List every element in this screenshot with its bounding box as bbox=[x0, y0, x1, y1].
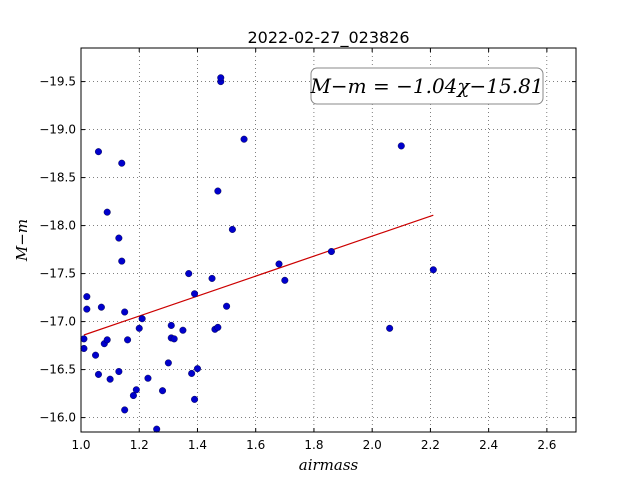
data-point bbox=[153, 425, 161, 433]
fit-equation: M−m = −1.04χ−15.81 bbox=[309, 74, 543, 98]
data-point bbox=[83, 293, 91, 301]
data-points bbox=[80, 74, 437, 433]
data-point bbox=[429, 266, 437, 274]
axis-ticks: 1.0 1.2 1.4 1.6 1.8 2.0 2.2 2.4 2.6 −16.0 −16.5 −17… bbox=[39, 48, 576, 452]
data-point bbox=[185, 270, 193, 278]
data-point bbox=[159, 387, 167, 395]
data-point bbox=[214, 323, 222, 331]
data-point bbox=[327, 248, 335, 256]
x-tick-label: 1.4 bbox=[188, 438, 207, 452]
data-point bbox=[80, 344, 88, 352]
y-tick-label: −19.5 bbox=[39, 75, 76, 89]
data-point bbox=[193, 365, 201, 373]
data-point bbox=[167, 321, 175, 329]
data-point bbox=[223, 302, 231, 310]
x-tick-label: 1.2 bbox=[130, 438, 149, 452]
data-point bbox=[214, 187, 222, 195]
data-point bbox=[164, 359, 172, 367]
data-point bbox=[115, 234, 123, 242]
fit-line-group bbox=[83, 214, 434, 336]
data-point bbox=[170, 335, 178, 343]
data-point bbox=[281, 276, 289, 284]
data-point bbox=[115, 368, 123, 376]
data-point bbox=[132, 386, 140, 394]
data-point bbox=[217, 74, 225, 82]
x-tick-label: 2.2 bbox=[421, 438, 440, 452]
x-tick-label: 2.6 bbox=[537, 438, 556, 452]
data-point bbox=[397, 142, 405, 150]
y-axis-label: M−m bbox=[13, 219, 31, 262]
data-point bbox=[240, 135, 248, 143]
grid bbox=[80, 48, 576, 432]
y-tick-label: −19.0 bbox=[39, 123, 76, 137]
y-tick-label: −18.0 bbox=[39, 219, 76, 233]
y-tick-label: −16.5 bbox=[39, 363, 76, 377]
data-point bbox=[135, 324, 143, 332]
fit-line bbox=[83, 214, 434, 336]
data-point bbox=[103, 208, 111, 216]
data-point bbox=[144, 374, 152, 382]
data-point bbox=[80, 335, 88, 343]
x-tick-label: 1.8 bbox=[304, 438, 323, 452]
data-point bbox=[228, 225, 236, 233]
y-tick-label: −18.5 bbox=[39, 171, 76, 185]
data-point bbox=[138, 315, 146, 323]
data-point bbox=[275, 260, 283, 268]
x-axis-label: airmass bbox=[299, 456, 359, 474]
y-tick-label: −17.0 bbox=[39, 315, 76, 329]
data-point bbox=[121, 406, 129, 414]
y-tick-label: −17.5 bbox=[39, 267, 76, 281]
data-point bbox=[118, 257, 126, 265]
data-point bbox=[191, 290, 199, 298]
x-tick-label: 1.6 bbox=[246, 438, 265, 452]
data-point bbox=[129, 392, 137, 400]
x-tick-label: 1.0 bbox=[71, 438, 90, 452]
data-point bbox=[103, 336, 111, 344]
data-point bbox=[94, 370, 102, 378]
data-point bbox=[124, 336, 132, 344]
data-point bbox=[106, 375, 114, 383]
annotation-box bbox=[310, 67, 544, 105]
data-point bbox=[92, 351, 100, 359]
data-point bbox=[94, 148, 102, 156]
plot-frame bbox=[80, 47, 577, 433]
data-point bbox=[179, 326, 187, 334]
data-point bbox=[121, 308, 129, 316]
data-point bbox=[386, 324, 394, 332]
data-point bbox=[83, 305, 91, 313]
data-point bbox=[191, 395, 199, 403]
data-point bbox=[118, 159, 126, 167]
data-point bbox=[188, 369, 196, 377]
plot-area bbox=[81, 48, 576, 432]
x-tick-label: 2.4 bbox=[479, 438, 498, 452]
fit-annotation: M−m = −1.04χ−15.81 bbox=[309, 67, 544, 105]
y-tick-label: −16.0 bbox=[39, 411, 76, 425]
data-point bbox=[97, 303, 105, 311]
data-point bbox=[208, 274, 216, 282]
chart-title: 2022-02-27_023826 bbox=[247, 28, 409, 48]
x-tick-label: 2.0 bbox=[363, 438, 382, 452]
